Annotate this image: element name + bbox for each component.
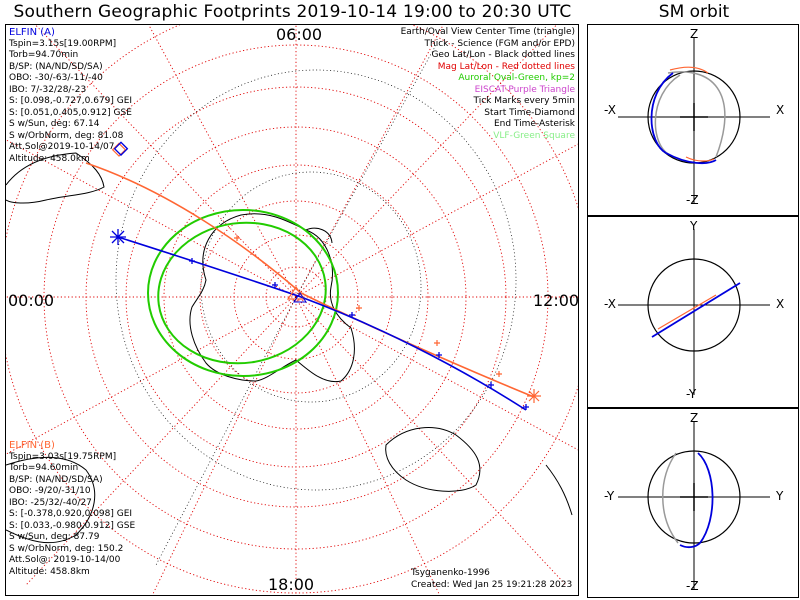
legend-item: EISCAT-Purple Triangle: [474, 84, 575, 95]
hour-label-top: 06:00: [276, 25, 323, 44]
sm-orbit-title: SM orbit: [658, 2, 730, 22]
elfin-a-line: Altitude: 458.0km: [9, 153, 90, 164]
elfin-a-line: B/SP: (NA/ND/SD/SA): [9, 61, 103, 72]
orbit-panel-xz: Z -Z -X X: [587, 24, 799, 216]
elfin-a-line: Torb=94.70min: [9, 50, 79, 60]
legend-item: Auroral Oval-Green, kp=2: [458, 73, 575, 83]
auroral-oval-inner: [157, 221, 327, 365]
elfin-b-line: Torb=94.60min: [9, 463, 79, 473]
elfin-b-line: Altitude: 458.8km: [9, 566, 90, 577]
elfin-b-line: S w/OrbNorm, deg: 150.2: [9, 543, 124, 554]
australia-coast: [385, 427, 481, 492]
south-america-coast: [6, 152, 105, 204]
page-title: Southern Geographic Footprints 2019-10-1…: [13, 2, 572, 22]
footprint-map: 06:00 00:00 12:00 18:00 ELFIN (A) Tspin=…: [5, 24, 579, 596]
elfin-a-line: IBO: 7/-32/28/-23: [9, 84, 87, 95]
hour-label-left: 00:00: [8, 291, 55, 310]
elfin-a-markers: [110, 141, 529, 410]
axis-top: Z: [690, 27, 699, 41]
legend-item: VLF-Green Square: [493, 130, 575, 141]
legend-item: Tick Marks every 5min: [473, 96, 575, 106]
nz-coast: [545, 464, 573, 516]
legend-item: Start Time-Diamond: [484, 107, 575, 118]
axis-right: X: [776, 103, 785, 117]
elfin-a-info: ELFIN (A) Tspin=3.15s[19.00RPM] Torb=94.…: [9, 27, 132, 165]
axis-left: -X: [604, 297, 616, 311]
axis-left: -X: [604, 103, 616, 117]
antarctica-coast: [189, 213, 355, 383]
legend-item: End Time-Asterisk: [493, 119, 575, 129]
legend-item: Mag Lat/Lon - Red dotted lines: [437, 61, 575, 72]
geo-grid: [115, 44, 517, 566]
elfin-a-track: [117, 236, 527, 411]
elfin-b-line: S w/Sun, deg: 87.79: [9, 532, 100, 542]
coast-detail: [305, 227, 333, 244]
auroral-oval-outer: [147, 209, 339, 377]
elfin-a-line: S w/OrbNorm, deg: 81.08: [9, 130, 124, 141]
orbit-svg-xy: [618, 229, 770, 395]
elfin-a-line: OBO: -30/-63/-11/-40: [9, 73, 103, 83]
elfin-b-info: ELFIN (B) Tspin=3.03s[19.75RPM] Torb=94.…: [9, 440, 135, 578]
hour-label-right: 12:00: [533, 291, 579, 310]
credits: Tsyganenko-1996 Created: Wed Jan 25 19:2…: [411, 568, 572, 591]
elfin-a-line: Att.Sol@2019-10-14/07: [9, 142, 115, 152]
elfin-a-line: S w/Sun, deg: 67.14: [9, 119, 100, 129]
legend-item: Thick - Science (FGM and/or EPD): [424, 38, 575, 49]
orbit-panel-xy: Y -Y -X X: [587, 216, 799, 408]
axis-top: Z: [690, 411, 699, 425]
elfin-b-line: OBO: -9/20/-31/10: [9, 486, 91, 496]
elfin-b-name: ELFIN (B): [9, 440, 55, 451]
elfin-a-name: ELFIN (A): [9, 27, 55, 38]
elfin-a-line: Tspin=3.15s[19.00RPM]: [9, 38, 117, 49]
elfin-b-line: S: [0.033,-0.980,0.912] GSE: [9, 520, 136, 531]
elfin-a-line: S: [0.098,-0.727,0.679] GEI: [9, 96, 133, 106]
legend-item: Earth/Oval View Center Time (triangle): [400, 27, 575, 37]
hour-label-bottom: 18:00: [268, 575, 315, 594]
legend-item: Geo Lat/Lon - Black dotted lines: [431, 50, 575, 60]
axis-bottom: -Y: [686, 387, 697, 401]
legend: Earth/Oval View Center Time (triangle) T…: [401, 27, 575, 142]
elfin-b-track: [85, 162, 535, 398]
axis-bottom: -Z: [686, 193, 699, 207]
elfin-b-line: IBO: -25/32/-40/27: [9, 497, 92, 508]
model-credit: Tsyganenko-1996: [411, 568, 490, 578]
axis-top: Y: [690, 219, 698, 233]
axis-bottom: -Z: [686, 579, 699, 593]
created-credit: Created: Wed Jan 25 19:21:28 2023: [411, 579, 573, 590]
polar-map-svg: [6, 25, 578, 595]
elfin-b-line: S: [-0.378,0.920,0.098] GEI: [9, 509, 133, 519]
elfin-b-line: B/SP: (NA/ND/SD/SA): [9, 474, 103, 485]
axis-right: Y: [776, 489, 784, 503]
orbit-svg-yz: [618, 421, 770, 589]
elfin-b-line: Att.Sol@: 2019-10-14/00: [9, 555, 121, 565]
elfin-b-line: Tspin=3.03s[19.75RPM]: [9, 451, 117, 462]
elfin-b-markers: [111, 142, 541, 403]
elfin-a-line: S: [0.051,0.405,0.912] GSE: [9, 107, 132, 118]
orbit-panel-yz: Z -Z -Y Y: [587, 408, 799, 598]
axis-left: -Y: [604, 489, 615, 503]
orbit-svg-xz: [618, 37, 770, 203]
view-center-triangle-a: [293, 292, 307, 303]
africa-coast: [6, 456, 96, 544]
axis-right: X: [776, 297, 785, 311]
